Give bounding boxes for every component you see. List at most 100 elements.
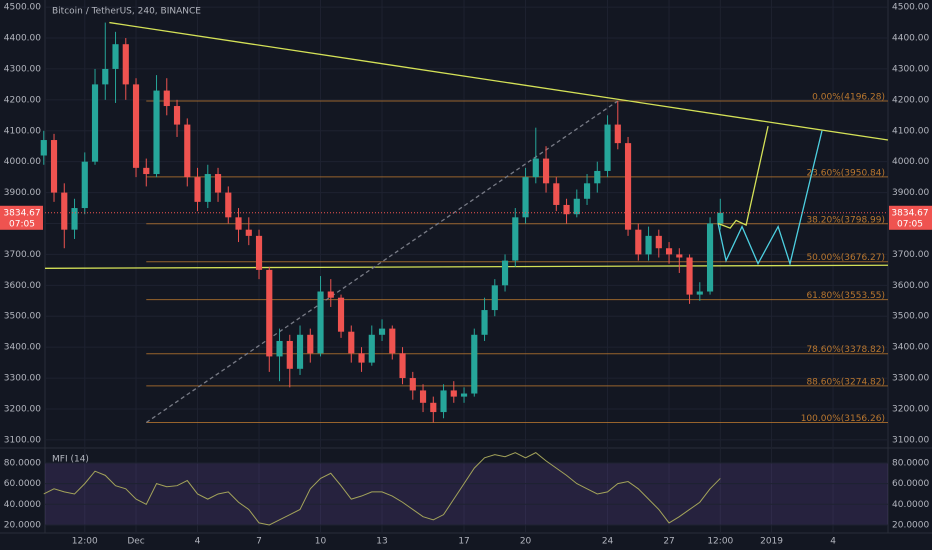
y-tick-label: 60.0000 (4, 479, 41, 489)
candle-body (522, 177, 529, 218)
candle-body (61, 192, 68, 230)
candle-body (594, 170, 601, 184)
y-tick-label: 3500.00 (892, 312, 929, 322)
candle-body (635, 229, 642, 255)
candle-body (481, 310, 488, 335)
y-tick-label: 3200.00 (892, 404, 929, 414)
candle-body (553, 183, 560, 205)
y-tick-label: 20.0000 (4, 520, 41, 530)
x-tick-label: 20 (520, 537, 532, 547)
candle-body (440, 390, 447, 413)
candle-body (614, 124, 621, 144)
candle-body (204, 174, 211, 202)
candle-body (235, 217, 242, 230)
candle-body (389, 328, 396, 354)
x-tick-label: 12:00 (72, 537, 98, 547)
y-tick-label: 3600.00 (892, 281, 929, 291)
y-tick-label: 3100.00 (892, 435, 929, 445)
y-tick-label: 20.0000 (892, 520, 929, 530)
candle-body (143, 167, 150, 175)
trend-line (109, 21, 889, 141)
y-tick-label: 80.0000 (4, 458, 41, 468)
y-tick-label: 3100.00 (4, 435, 41, 445)
candle-body (286, 340, 293, 369)
x-tick-label: 4 (830, 537, 836, 547)
candle-body (71, 208, 78, 230)
candle-body (81, 161, 88, 209)
indicator-title: MFI (14) (52, 455, 89, 465)
price-badge (889, 205, 932, 230)
fib-label: 100.00%(3156.26) (801, 414, 885, 424)
y-tick-label: 4100.00 (4, 126, 41, 136)
y-tick-label: 4400.00 (4, 34, 41, 44)
price-badge (0, 205, 43, 230)
fib-label: 88.60%(3274.82) (806, 377, 885, 387)
candle-body (102, 68, 109, 85)
candle-body (717, 212, 724, 224)
candle-body (573, 198, 580, 215)
candle-body (512, 217, 519, 261)
y-tick-label: 4300.00 (892, 64, 929, 74)
candle-body (132, 84, 140, 168)
y-tick-label: 4500.00 (892, 3, 929, 13)
x-tick-label: 10 (315, 537, 327, 547)
x-tick-label: 27 (663, 537, 674, 547)
candle-body (173, 106, 181, 125)
mfi-band (45, 462, 888, 525)
y-tick-label: 4100.00 (892, 126, 929, 136)
fib-label: 23.60%(3950.84) (806, 168, 885, 178)
y-tick-label: 4500.00 (4, 3, 41, 13)
y-tick-label: 3900.00 (4, 188, 41, 198)
candle-body (50, 140, 58, 193)
candle-body (419, 390, 427, 403)
x-tick-label: 24 (602, 537, 614, 547)
candle-body (194, 177, 201, 202)
candle-body (706, 223, 714, 292)
candle-body (358, 353, 365, 363)
candle-body (112, 44, 119, 69)
candle-body (266, 269, 273, 357)
y-tick-label: 4400.00 (892, 34, 929, 44)
projection-path (717, 125, 769, 229)
candle-body (676, 254, 683, 258)
candle-body (460, 393, 468, 397)
y-tick-label: 3200.00 (4, 404, 41, 414)
candle-body (307, 334, 314, 354)
x-tick-label: Dec (127, 537, 144, 547)
candle-body (122, 44, 129, 85)
candle-body (686, 257, 693, 295)
candle-body (368, 334, 375, 363)
candle-body (563, 204, 570, 215)
candle-body (40, 140, 47, 156)
candle-body (665, 248, 673, 255)
candle-body (583, 183, 591, 199)
candle-body (501, 260, 509, 286)
candle-body (153, 90, 160, 175)
candle-body (327, 291, 334, 298)
y-tick-label: 3300.00 (4, 374, 41, 384)
y-tick-label: 4000.00 (892, 157, 929, 167)
y-tick-label: 60.0000 (892, 479, 929, 489)
candle-body (214, 174, 222, 193)
candle-body (317, 291, 324, 354)
x-tick-label: 4 (195, 537, 201, 547)
y-tick-label: 3600.00 (4, 281, 41, 291)
candle-body (255, 235, 263, 270)
y-tick-label: 3700.00 (4, 250, 41, 260)
fib-label: 50.00%(3676.27) (806, 253, 885, 263)
candle-body (624, 143, 632, 230)
candle-body (430, 402, 437, 413)
candle-body (604, 124, 611, 171)
y-tick-label: 4200.00 (4, 95, 41, 105)
fib-label: 38.20%(3798.99) (806, 215, 885, 225)
y-tick-label: 4000.00 (4, 157, 41, 167)
y-tick-label: 3500.00 (4, 312, 41, 322)
candle-body (409, 378, 416, 391)
candle-body (348, 331, 355, 354)
candle-body (378, 328, 386, 335)
candle-body (532, 158, 539, 178)
x-tick-label: 13 (376, 537, 387, 547)
y-tick-label: 4200.00 (892, 95, 929, 105)
